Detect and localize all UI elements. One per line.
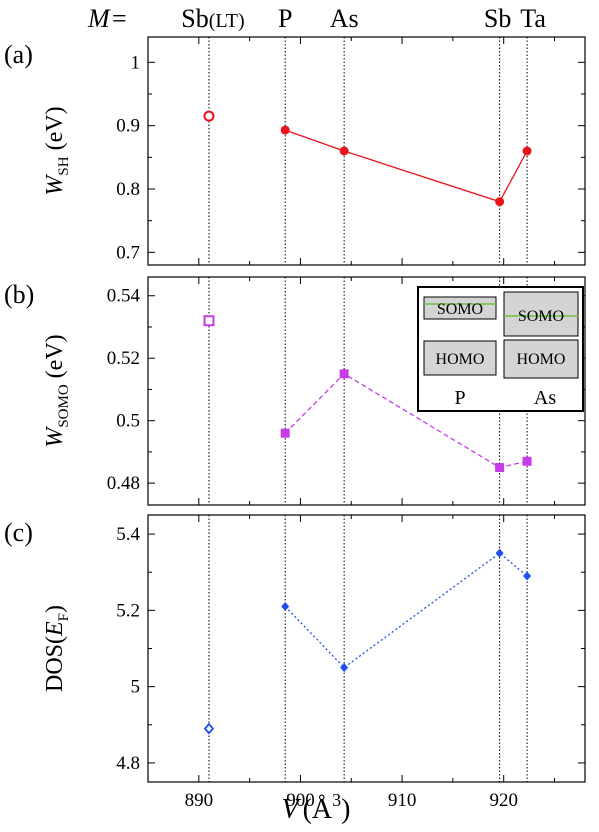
data-point-0-1 <box>339 146 349 156</box>
data-point-1-0 <box>203 110 215 122</box>
header-eq: = <box>112 4 127 33</box>
y-axis-label: WSOMO (eV) <box>42 334 72 447</box>
data-point-1-0 <box>203 315 215 327</box>
header-label-0: Sb(LT) <box>181 4 244 33</box>
inset-left-homo-box <box>423 340 497 376</box>
plot-frame <box>147 36 586 266</box>
header-labels: M = Sb(LT) P As Sb Ta <box>87 4 546 33</box>
inset-right-somo-text: SOMO <box>518 308 564 325</box>
y-tick-label-2: 0.52 <box>107 348 140 369</box>
y-tick-label-3: 1 <box>131 52 141 73</box>
plot-frame <box>147 514 586 783</box>
data-point-0-3 <box>523 571 532 581</box>
y-tick-label-3: 0.54 <box>107 286 141 307</box>
data-point-1-0 <box>203 722 215 735</box>
header-label-text-3: Sb <box>484 4 511 33</box>
x-tick-label-3: 920 <box>489 790 518 811</box>
y-tick-label-3: 5.4 <box>116 524 140 545</box>
y-axis-label-unit: (eV) <box>42 106 68 150</box>
inset-right-label: As <box>534 387 556 409</box>
inset-left-somo-box <box>423 296 497 320</box>
y-tick-label-0: 4.8 <box>116 753 140 774</box>
data-point-0-0 <box>280 428 290 438</box>
inset-right-somo-box <box>503 291 579 337</box>
panel-label: (a) <box>4 40 33 69</box>
panel-c: 4.8 5 5.2 5.4 (c) DOS(EF) 890 900 910 920 <box>4 514 586 811</box>
x-axis-label: V (Å3) <box>282 790 351 825</box>
y-tick-label-2: 5.2 <box>116 600 140 621</box>
data-point-0-3 <box>522 456 532 466</box>
y-tick-label-1: 0.8 <box>116 179 140 200</box>
y-axis-label-main: E <box>42 621 68 637</box>
data-point-0-1 <box>339 369 349 379</box>
somo-homo-inset: SOMO HOMO P SOMO HOMO As <box>417 286 584 412</box>
y-tick-label-1: 0.5 <box>116 411 140 432</box>
y-axis-label-sub: F <box>56 613 72 621</box>
header-label-4: Ta <box>520 4 546 33</box>
panel-a: 0.7 0.8 0.9 1 (a) WSH (eV) <box>4 36 586 266</box>
header-label-2: As <box>330 4 359 33</box>
x-axis-close: ) <box>341 794 350 825</box>
inset-left-somo-text: SOMO <box>437 301 483 318</box>
y-tick-label-1: 5 <box>131 677 141 698</box>
header-label-text-0: Sb <box>181 4 208 33</box>
y-axis-label-main: W <box>42 426 68 448</box>
y-axis-label-unit: (eV) <box>42 334 68 378</box>
inset-right-homo-text: HOMO <box>517 351 566 368</box>
x-axis-var: V <box>282 794 302 825</box>
x-tick-label-0: 890 <box>185 790 214 811</box>
header-label-text-4: Ta <box>520 4 546 33</box>
panel-label: (c) <box>4 518 33 547</box>
panel-b: 0.480.50.520.54(b)WSOMO(eV) <box>4 276 586 506</box>
header-label-text-2: As <box>330 4 359 33</box>
svg-text:V(Å3): V (Å3) <box>282 790 351 825</box>
header-label-3: Sb <box>484 4 511 33</box>
x-axis-sup: 3 <box>332 790 341 810</box>
header-prefix: M <box>87 4 111 33</box>
x-tick-label-2: 910 <box>388 790 417 811</box>
data-point-0-2 <box>495 197 505 207</box>
y-tick-label-2: 0.9 <box>116 116 140 137</box>
y-axis-label: DOS(EF) <box>42 605 72 692</box>
header-label-sub-0: (LT) <box>209 10 245 32</box>
data-point-0-2 <box>495 463 505 473</box>
series-line-0 <box>284 552 528 669</box>
header-label-1: P <box>278 4 292 33</box>
y-axis-label-sub: SH <box>56 156 72 175</box>
x-tick-label-1: 900 <box>286 790 315 811</box>
data-point-0-0 <box>280 125 290 135</box>
y-tick-label-0: 0.7 <box>116 242 140 263</box>
inset-right-homo-box <box>503 339 579 379</box>
y-tick-label-0: 0.48 <box>107 473 140 494</box>
y-axis-label: WSH (eV) <box>42 106 72 195</box>
data-point-0-0 <box>281 602 290 612</box>
y-axis-label-main: W <box>42 174 68 196</box>
series-line-0 <box>284 373 528 469</box>
x-axis-unit: (Å <box>303 794 333 825</box>
panel-label: (b) <box>4 280 34 309</box>
series-line-0 <box>284 129 528 203</box>
inset-left-label: P <box>454 387 465 409</box>
y-axis-label-pre: DOS( <box>42 636 68 692</box>
y-axis-label-sub: SOMO <box>56 384 72 428</box>
inset-left-homo-text: HOMO <box>436 351 485 368</box>
y-axis-label-post: ) <box>42 605 68 613</box>
data-point-0-2 <box>495 548 504 558</box>
plot-frame <box>147 276 586 506</box>
header-label-text-1: P <box>278 4 292 33</box>
data-point-0-1 <box>340 663 349 673</box>
data-point-0-3 <box>522 146 532 156</box>
